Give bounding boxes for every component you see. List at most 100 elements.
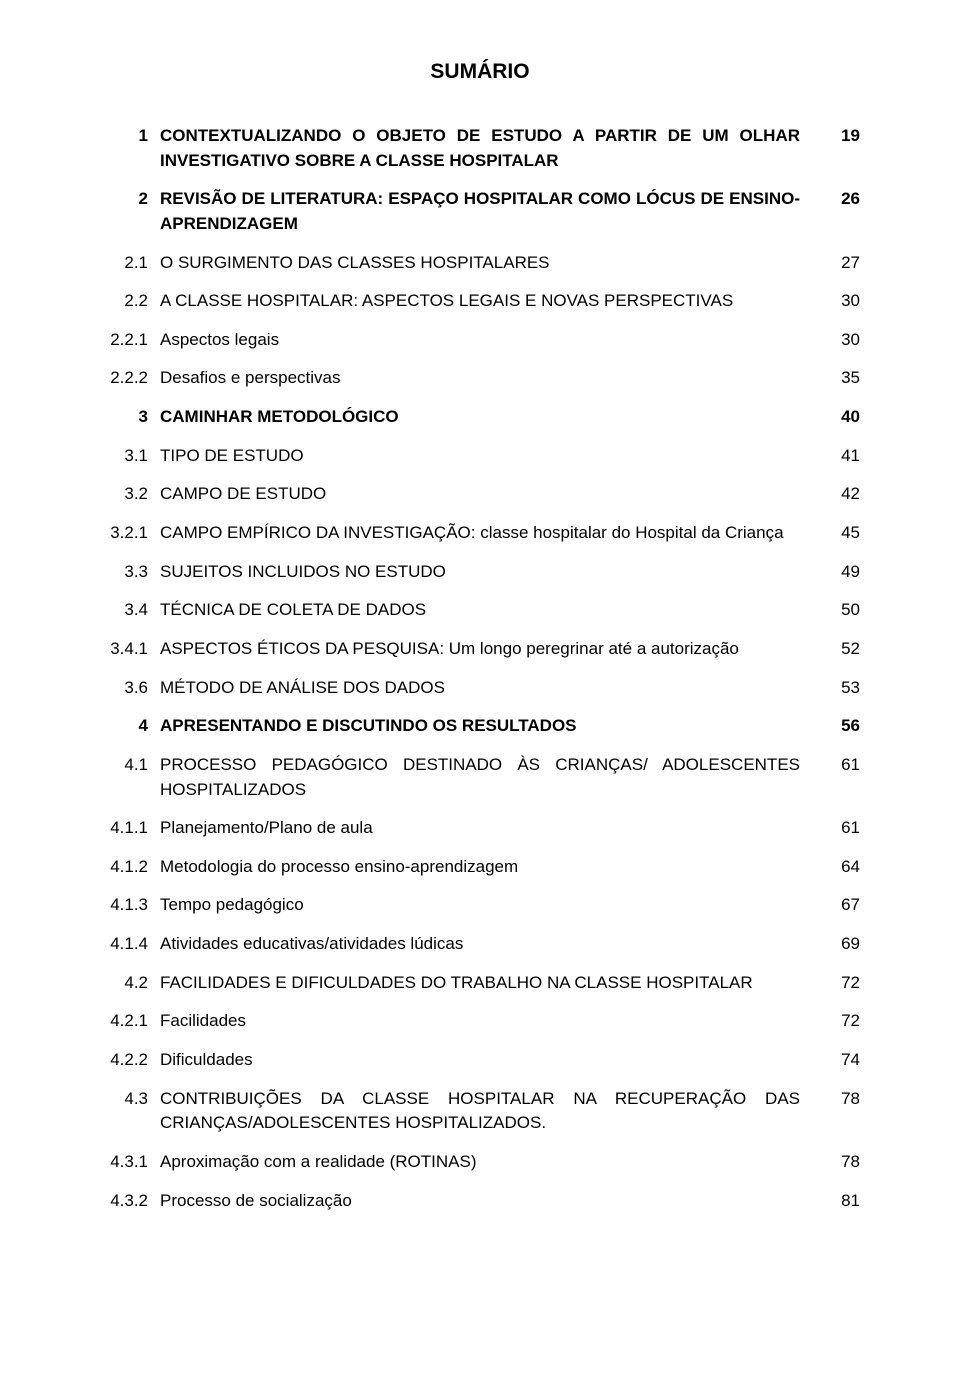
- toc-entry-page: 30: [820, 328, 860, 353]
- toc-entry: 3.4.1ASPECTOS ÉTICOS DA PESQUISA: Um lon…: [100, 637, 860, 662]
- toc-entry-page: 40: [820, 405, 860, 430]
- toc-entry: 4APRESENTANDO E DISCUTINDO OS RESULTADOS…: [100, 714, 860, 739]
- toc-entry-number: 4: [100, 714, 160, 739]
- toc-entry-number: 4.2.1: [100, 1009, 160, 1034]
- toc-entry-number: 3.6: [100, 676, 160, 701]
- toc-entry-label: ASPECTOS ÉTICOS DA PESQUISA: Um longo pe…: [160, 637, 820, 662]
- toc-entry-label: PROCESSO PEDAGÓGICO DESTINADO ÀS CRIANÇA…: [160, 753, 820, 802]
- toc-entry-page: 74: [820, 1048, 860, 1073]
- toc-entry-page: 27: [820, 251, 860, 276]
- toc-entry-label: Aproximação com a realidade (ROTINAS): [160, 1150, 820, 1175]
- toc-entry-number: 4.3.1: [100, 1150, 160, 1175]
- toc-entry-number: 3.2.1: [100, 521, 160, 546]
- toc-entry: 4.3.1Aproximação com a realidade (ROTINA…: [100, 1150, 860, 1175]
- toc-entry-label: Tempo pedagógico: [160, 893, 820, 918]
- toc-entry-label: Facilidades: [160, 1009, 820, 1034]
- toc-entry-number: 3: [100, 405, 160, 430]
- toc-entry-number: 4.3.2: [100, 1189, 160, 1214]
- toc-entry-page: 56: [820, 714, 860, 739]
- toc-entry-number: 4.1.4: [100, 932, 160, 957]
- toc-entry-label: FACILIDADES E DIFICULDADES DO TRABALHO N…: [160, 971, 820, 996]
- toc-entry-number: 4.2.2: [100, 1048, 160, 1073]
- toc-list: 1CONTEXTUALIZANDO O OBJETO DE ESTUDO A P…: [100, 124, 860, 1213]
- toc-entry-label: A CLASSE HOSPITALAR: ASPECTOS LEGAIS E N…: [160, 289, 820, 314]
- toc-entry-page: 19: [820, 124, 860, 149]
- toc-entry-number: 2.1: [100, 251, 160, 276]
- toc-entry-number: 2: [100, 187, 160, 212]
- toc-entry-page: 78: [820, 1150, 860, 1175]
- toc-entry-number: 4.1.2: [100, 855, 160, 880]
- toc-entry-page: 30: [820, 289, 860, 314]
- toc-entry: 4.2.1Facilidades72: [100, 1009, 860, 1034]
- toc-entry-label: TIPO DE ESTUDO: [160, 444, 820, 469]
- toc-entry: 4.2.2Dificuldades74: [100, 1048, 860, 1073]
- toc-entry-page: 35: [820, 366, 860, 391]
- toc-entry-label: SUJEITOS INCLUIDOS NO ESTUDO: [160, 560, 820, 585]
- toc-entry-label: CONTEXTUALIZANDO O OBJETO DE ESTUDO A PA…: [160, 124, 820, 173]
- toc-entry-page: 69: [820, 932, 860, 957]
- toc-entry-number: 3.4: [100, 598, 160, 623]
- toc-entry-number: 3.3: [100, 560, 160, 585]
- toc-entry-label: Aspectos legais: [160, 328, 820, 353]
- toc-entry-number: 4.1.3: [100, 893, 160, 918]
- toc-entry: 2REVISÃO DE LITERATURA: ESPAÇO HOSPITALA…: [100, 187, 860, 236]
- toc-entry-label: Planejamento/Plano de aula: [160, 816, 820, 841]
- toc-entry: 3.2.1CAMPO EMPÍRICO DA INVESTIGAÇÃO: cla…: [100, 521, 860, 546]
- toc-title: SUMÁRIO: [100, 60, 860, 84]
- toc-entry-number: 4.2: [100, 971, 160, 996]
- toc-entry-number: 2.2: [100, 289, 160, 314]
- toc-entry: 4.1.4Atividades educativas/atividades lú…: [100, 932, 860, 957]
- toc-entry: 4.1.2Metodologia do processo ensino-apre…: [100, 855, 860, 880]
- toc-entry: 4.1.3Tempo pedagógico67: [100, 893, 860, 918]
- toc-entry-label: Desafios e perspectivas: [160, 366, 820, 391]
- toc-entry-page: 61: [820, 816, 860, 841]
- toc-entry-page: 72: [820, 971, 860, 996]
- toc-entry: 2.2.2Desafios e perspectivas35: [100, 366, 860, 391]
- toc-entry-label: Metodologia do processo ensino-aprendiza…: [160, 855, 820, 880]
- toc-entry: 4.1PROCESSO PEDAGÓGICO DESTINADO ÀS CRIA…: [100, 753, 860, 802]
- toc-entry-page: 67: [820, 893, 860, 918]
- toc-entry: 4.1.1Planejamento/Plano de aula61: [100, 816, 860, 841]
- toc-entry: 3.4TÉCNICA DE COLETA DE DADOS50: [100, 598, 860, 623]
- toc-entry-label: REVISÃO DE LITERATURA: ESPAÇO HOSPITALAR…: [160, 187, 820, 236]
- toc-entry-number: 3.1: [100, 444, 160, 469]
- toc-entry-page: 61: [820, 753, 860, 778]
- toc-entry-label: Processo de socialização: [160, 1189, 820, 1214]
- toc-entry-label: CAMPO EMPÍRICO DA INVESTIGAÇÃO: classe h…: [160, 521, 820, 546]
- toc-entry-label: CONTRIBUIÇÕES DA CLASSE HOSPITALAR NA RE…: [160, 1087, 820, 1136]
- toc-entry-number: 3.2: [100, 482, 160, 507]
- toc-entry-number: 4.3: [100, 1087, 160, 1112]
- toc-entry-label: APRESENTANDO E DISCUTINDO OS RESULTADOS: [160, 714, 820, 739]
- toc-entry: 3.1TIPO DE ESTUDO41: [100, 444, 860, 469]
- toc-entry-page: 72: [820, 1009, 860, 1034]
- toc-entry-label: MÉTODO DE ANÁLISE DOS DADOS: [160, 676, 820, 701]
- toc-entry-number: 1: [100, 124, 160, 149]
- toc-entry: 2.2.1Aspectos legais30: [100, 328, 860, 353]
- toc-entry-number: 2.2.2: [100, 366, 160, 391]
- toc-entry-label: Atividades educativas/atividades lúdicas: [160, 932, 820, 957]
- toc-entry-page: 64: [820, 855, 860, 880]
- toc-entry: 3.3SUJEITOS INCLUIDOS NO ESTUDO49: [100, 560, 860, 585]
- toc-entry-page: 49: [820, 560, 860, 585]
- toc-entry-label: TÉCNICA DE COLETA DE DADOS: [160, 598, 820, 623]
- toc-entry-number: 3.4.1: [100, 637, 160, 662]
- toc-entry: 3.2CAMPO DE ESTUDO42: [100, 482, 860, 507]
- toc-entry-page: 26: [820, 187, 860, 212]
- toc-entry: 2.2A CLASSE HOSPITALAR: ASPECTOS LEGAIS …: [100, 289, 860, 314]
- toc-entry-number: 2.2.1: [100, 328, 160, 353]
- toc-entry: 3.6MÉTODO DE ANÁLISE DOS DADOS53: [100, 676, 860, 701]
- toc-entry-page: 81: [820, 1189, 860, 1214]
- toc-entry: 4.3CONTRIBUIÇÕES DA CLASSE HOSPITALAR NA…: [100, 1087, 860, 1136]
- toc-entry-page: 42: [820, 482, 860, 507]
- toc-entry-label: CAMPO DE ESTUDO: [160, 482, 820, 507]
- toc-entry-page: 45: [820, 521, 860, 546]
- toc-entry-page: 78: [820, 1087, 860, 1112]
- toc-entry-page: 53: [820, 676, 860, 701]
- toc-entry-page: 52: [820, 637, 860, 662]
- toc-entry: 4.3.2Processo de socialização81: [100, 1189, 860, 1214]
- toc-entry-page: 41: [820, 444, 860, 469]
- toc-entry: 4.2FACILIDADES E DIFICULDADES DO TRABALH…: [100, 971, 860, 996]
- toc-entry-page: 50: [820, 598, 860, 623]
- toc-entry: 3CAMINHAR METODOLÓGICO40: [100, 405, 860, 430]
- toc-entry-number: 4.1.1: [100, 816, 160, 841]
